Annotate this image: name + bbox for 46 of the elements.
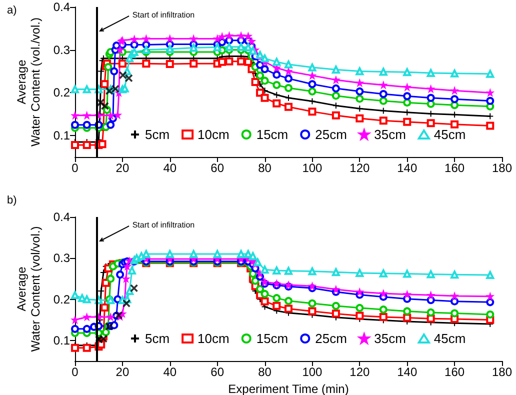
legend-label: 45cm: [434, 331, 466, 346]
x-tick-label: 60: [210, 161, 224, 175]
legend-label: 5cm: [145, 331, 170, 346]
ref-line-label: Start of infiltration: [132, 220, 195, 230]
ref-line-label: Start of infiltration: [132, 10, 195, 20]
legend-label: 25cm: [315, 127, 347, 142]
y-tick-label: 0.3: [53, 251, 70, 266]
x-tick-label: 160: [444, 161, 465, 175]
y-tick-label: 0.3: [53, 42, 70, 57]
y-tick-label: 0.4: [53, 0, 70, 14]
x-tick-label: 100: [302, 365, 323, 379]
y-tick-label: 0.2: [53, 86, 70, 100]
x-tick-label: 20: [116, 161, 130, 175]
y-tick-label: 0.4: [53, 210, 70, 224]
y-tick-label: 0.1: [53, 128, 70, 143]
x-tick-label: 100: [302, 161, 323, 175]
legend-label: 35cm: [374, 331, 406, 346]
y-axis-title: Average Water Content (vol./vol.): [14, 18, 42, 146]
legend-label: 5cm: [145, 127, 170, 142]
legend-label: 10cm: [198, 127, 230, 142]
legend-label: 15cm: [256, 127, 288, 142]
y-tick-label: 0.2: [53, 292, 70, 306]
x-tick-label: 160: [444, 365, 465, 379]
legend-label: 45cm: [434, 127, 466, 142]
y-tick-label: 0.1: [53, 333, 70, 348]
chart-title: a): [7, 4, 17, 16]
x-tick-label: 0: [72, 365, 79, 379]
x-tick-label: 80: [258, 365, 272, 379]
x-tick-label: 80: [258, 161, 272, 175]
x-tick-label: 120: [350, 161, 370, 175]
x-tick-label: 120: [350, 365, 370, 379]
legend-label: 10cm: [198, 331, 230, 346]
y-axis-title: Average Water Content (vol/vol.): [14, 226, 42, 352]
x-tick-label: 40: [163, 365, 177, 379]
x-tick-label: 180: [492, 365, 512, 379]
legend-label: 15cm: [256, 331, 288, 346]
x-tick-label: 140: [397, 161, 418, 175]
x-tick-label: 0: [72, 161, 79, 175]
legend-label: 35cm: [374, 127, 406, 142]
x-tick-label: 60: [210, 365, 224, 379]
x-tick-label: 20: [116, 365, 130, 379]
legend-label: 25cm: [315, 331, 347, 346]
x-tick-label: 140: [397, 365, 418, 379]
x-tick-label: 40: [163, 161, 177, 175]
x-tick-label: 180: [492, 161, 512, 175]
chart-title: b): [7, 194, 17, 206]
